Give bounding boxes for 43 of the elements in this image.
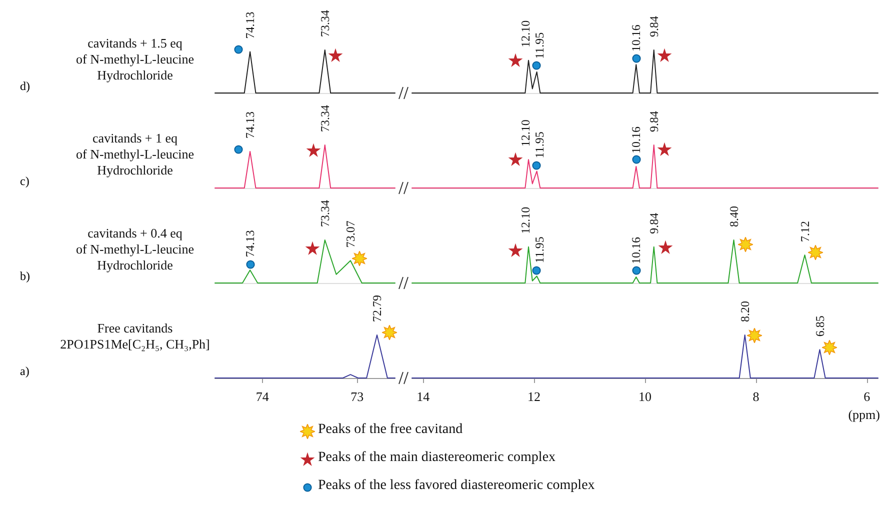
text: b) — [20, 269, 30, 283]
annotation: 11.95 — [532, 32, 547, 59]
annotation: 12.10 — [518, 206, 533, 234]
x-tick-label: 8 — [752, 389, 760, 404]
text: a) — [20, 364, 30, 378]
annotation: 12.10 — [518, 120, 533, 147]
annotation: 72.79 — [370, 295, 384, 322]
chart-title: cavitands + 0.4 eq of N-methyl-L-leucine Hydrochloride — [76, 226, 194, 272]
annotation: 11.95 — [532, 132, 547, 158]
x-tick-label: 10 — [638, 389, 652, 404]
x-axis-title: (ppm) — [848, 407, 880, 422]
annotation: 11.95 — [532, 236, 547, 264]
text: Peaks of the free cavitand — [318, 422, 463, 438]
annotation: 8.20 — [738, 301, 752, 322]
chart-title: cavitands + 1 eq of N-methyl-L-leucine Hydrochloride — [76, 130, 194, 178]
annotation: 10.16 — [629, 24, 644, 52]
annotation: 73.34 — [318, 105, 332, 132]
x-tick-label: 73 — [350, 389, 364, 404]
annotation: 74.13 — [243, 12, 258, 39]
annotation: 73.07 — [343, 220, 358, 248]
annotation: 9.84 — [646, 16, 661, 37]
annotation: 10.16 — [629, 126, 644, 154]
annotation: 73.34 — [318, 10, 332, 37]
annotation: 8.40 — [726, 206, 741, 227]
annotation: 6.85 — [812, 316, 827, 337]
x-tick-label: 12 — [528, 389, 541, 404]
x-tick-label: 74 — [256, 389, 270, 404]
annotation: 9.84 — [646, 212, 661, 234]
chart-title: cavitands + 1.5 eq of N-methyl-L-leucine Hydrochloride — [76, 36, 194, 82]
x-tick-label: 6 — [864, 389, 871, 404]
annotation: 12.10 — [518, 20, 533, 48]
text: Peaks of the less favored diastereomeric complex — [318, 478, 595, 494]
text: Peaks of the main diastereomeric complex — [318, 450, 556, 466]
x-tick-label: 14 — [416, 389, 430, 404]
annotation: 9.84 — [646, 111, 661, 132]
annotation: 74.13 — [243, 230, 258, 258]
annotation: 74.13 — [243, 111, 258, 138]
chart-title: Free cavitands 2PO1PS1Me[C₂H₅, CH₃,Ph] — [60, 320, 210, 352]
text: d) — [20, 79, 30, 93]
annotation: 10.16 — [629, 236, 644, 264]
annotation: 73.34 — [318, 200, 332, 227]
annotation: 7.12 — [798, 221, 812, 242]
text: c) — [20, 174, 30, 188]
